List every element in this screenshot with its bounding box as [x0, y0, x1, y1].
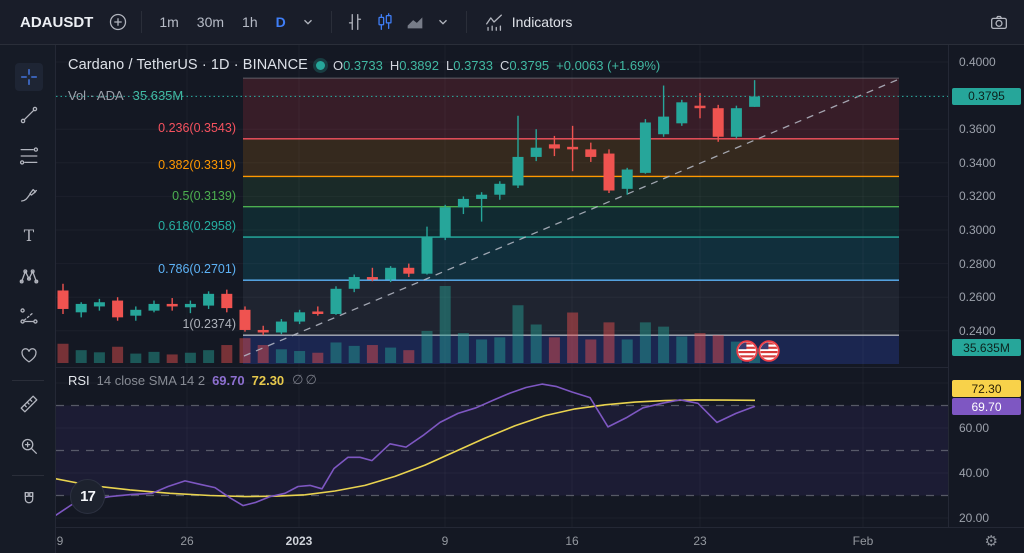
symbol-button[interactable]: ADAUSDT [20, 13, 94, 31]
toolbar-divider [12, 475, 44, 476]
price-tick-label: 0.3000 [959, 223, 996, 237]
empty-set-icon[interactable]: ∅ [292, 372, 304, 387]
axis-value-badge: 72.30 [952, 380, 1021, 397]
price-tick-label: 0.4000 [959, 55, 996, 69]
tradingview-logo[interactable]: 17 [70, 479, 105, 514]
fib-retracement-tool[interactable] [15, 142, 43, 170]
price-axis[interactable]: 0.4000 0.3600 0.3400 0.3200 0.3000 0.2800 0.26… [948, 45, 1024, 527]
fib-level-label: 1(0.2374) [182, 317, 236, 332]
magnet-tool[interactable] [15, 486, 43, 514]
timeframe-1h[interactable]: 1h [233, 7, 267, 37]
crosshair-tool[interactable] [15, 63, 43, 91]
time-tick-label: 23 [693, 534, 707, 548]
price-tick-label: 0.2400 [959, 323, 996, 338]
candles-icon[interactable] [370, 7, 400, 37]
time-tick-label: 26 [180, 534, 194, 548]
style-menu-chevron-icon[interactable] [428, 7, 458, 37]
price-tick-label: 0.3600 [959, 122, 996, 137]
axis-settings-gear-icon[interactable]: ⚙ [984, 533, 998, 550]
chart-legend: Cardano / TetherUS · 1D · BINANCE O0.373… [68, 57, 660, 73]
volume-legend: Vol · ADA 35.635M [68, 88, 183, 103]
volume-value: 35.635M [132, 88, 184, 103]
empty-set-icon[interactable]: ∅ [305, 372, 317, 387]
time-tick-label: 9 [441, 534, 449, 548]
rsi-pane-canvas[interactable] [56, 368, 948, 527]
rsi-legend: RSI 14 close SMA 14 2 69.70 72.30 ∅ ∅ [68, 372, 318, 388]
emoji-heart-tool[interactable] [15, 341, 43, 369]
economic-event-flag-marker[interactable] [736, 340, 758, 362]
svg-text:T: T [24, 227, 35, 245]
market-status-dot[interactable] [315, 60, 325, 70]
indicators-label: Indicators [511, 14, 573, 30]
timeframe-30m[interactable]: 30m [188, 7, 233, 37]
toolbar-divider [465, 11, 467, 33]
rsi-params: 14 close SMA 14 2 [96, 372, 206, 388]
toolbar-divider [12, 380, 44, 381]
xabcd-pattern-tool[interactable] [15, 262, 43, 290]
rsi-muted-icons: ∅ ∅ [291, 372, 318, 388]
ohlc-c: C0.3795 [500, 57, 550, 73]
projection-tool[interactable] [15, 302, 43, 330]
snapshot-camera-button[interactable] [984, 7, 1014, 37]
price-tick-label: 0.3400 [959, 155, 996, 170]
ruler-tool[interactable] [15, 390, 43, 418]
time-axis[interactable]: ⚙ 9 26 2023 9 16 23 Feb [0, 527, 1024, 553]
time-tick-label: Feb [852, 534, 874, 548]
timeframe-D[interactable]: D [267, 7, 295, 37]
toolbar-divider [141, 11, 143, 33]
brush-tool[interactable] [15, 182, 43, 210]
time-tick-label: 9 [56, 534, 64, 548]
trend-line-tool[interactable] [15, 101, 43, 129]
chart-style-group [340, 7, 430, 37]
chart-title[interactable]: Cardano / TetherUS · 1D · BINANCE [68, 57, 308, 73]
toolbar-divider [330, 11, 332, 33]
axis-value-badge: 35.635M [952, 339, 1021, 356]
price-tick-label: 0.2800 [959, 256, 996, 271]
rsi-tick-label: 40.00 [959, 466, 990, 480]
economic-event-flag-marker[interactable] [758, 340, 780, 362]
rsi-line [56, 383, 756, 517]
fib-level-label: 0.382(0.3319) [158, 158, 236, 173]
top-toolbar: ADAUSDT 1m 30m 1h D Indicators [0, 0, 1024, 45]
rsi-sma-value: 72.30 [251, 372, 285, 388]
fib-level-label: 0.786(0.2701) [158, 262, 236, 277]
rsi-value: 69.70 [212, 372, 245, 388]
rsi-tick-label: 60.00 [959, 421, 990, 435]
rsi-tick-label: 20.00 [959, 511, 990, 525]
bars-icon[interactable] [340, 7, 370, 37]
zoom-in-tool[interactable] [15, 432, 43, 460]
text-tool[interactable]: T [15, 222, 43, 250]
interval-menu-chevron-icon[interactable] [293, 7, 323, 37]
time-tick-label: 16 [565, 534, 579, 548]
ohlc-o: O0.3733 [332, 57, 383, 73]
time-tick-label: 2023 [285, 534, 313, 548]
axis-value-badge: 0.3795 [952, 87, 1021, 105]
axis-value-badge: 69.70 [952, 398, 1021, 415]
drawing-toolbar: T [0, 45, 56, 553]
indicators-icon [483, 11, 505, 33]
ohlc-l: L0.3733 [446, 57, 493, 73]
fib-level-label: 0.236(0.3543) [158, 120, 236, 135]
price-change: +0.0063 (+1.69%) [556, 57, 661, 73]
price-tick-label: 0.2600 [959, 290, 996, 305]
volume-label: Vol · ADA [68, 88, 124, 103]
rsi-name[interactable]: RSI [68, 372, 90, 388]
timeframe-group: 1m 30m 1h D [150, 7, 294, 37]
indicators-button[interactable]: Indicators [475, 7, 581, 37]
fib-level-label: 0.618(0.2958) [158, 219, 236, 234]
ohlc-values: O0.3733 H0.3892 L0.3733 C0.3795 +0.0063 (+1.… [333, 58, 660, 73]
rsi-sma-line [56, 399, 756, 498]
compare-add-button[interactable] [103, 7, 133, 37]
timeframe-1m[interactable]: 1m [150, 7, 187, 37]
price-chart-canvas[interactable] [56, 45, 948, 368]
fib-level-label: 0.5(0.3139) [172, 188, 236, 203]
area-icon[interactable] [400, 7, 430, 37]
ohlc-h: H0.3892 [389, 57, 439, 73]
price-tick-label: 0.3200 [959, 189, 996, 204]
pane-separator[interactable] [56, 367, 1024, 368]
